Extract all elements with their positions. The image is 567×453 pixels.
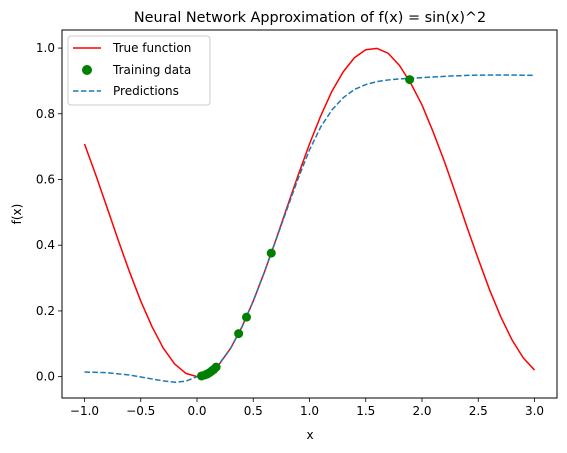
x-tick-label: 0.0 xyxy=(187,404,206,418)
legend: True function Training data Predictions xyxy=(67,35,211,106)
y-tick-label: 0.4 xyxy=(36,238,55,252)
legend-box xyxy=(67,35,211,106)
chart-title: Neural Network Approximation of f(x) = s… xyxy=(134,10,486,26)
x-axis: −1.0 −0.5 0.0 0.5 1.0 1.5 2.0 2.5 3.0 xyxy=(70,398,544,418)
y-tick-label: 0.6 xyxy=(36,173,55,187)
y-tick-label: 0.2 xyxy=(36,304,55,318)
legend-marker-training-data xyxy=(82,65,92,75)
x-tick-label: −1.0 xyxy=(70,404,99,418)
y-tick-label: 1.0 xyxy=(36,41,55,55)
training-data-point xyxy=(234,329,244,339)
y-tick-label: 0.0 xyxy=(36,370,55,384)
y-axis-label: f(x) xyxy=(10,204,24,225)
x-tick-label: 3.0 xyxy=(525,404,544,418)
series-line-predictions xyxy=(84,74,535,383)
x-tick-label: 1.5 xyxy=(356,404,375,418)
x-tick-label: 2.0 xyxy=(412,404,431,418)
legend-label-training-data: Training data xyxy=(112,63,191,77)
x-axis-label: x xyxy=(306,428,313,442)
legend-label-predictions: Predictions xyxy=(113,84,179,98)
training-data-point xyxy=(405,75,415,85)
x-tick-label: 2.5 xyxy=(469,404,488,418)
series-line-true-function xyxy=(83,47,536,378)
training-data-point xyxy=(266,248,276,258)
legend-label-true-function: True function xyxy=(112,41,191,55)
training-data-point xyxy=(211,362,221,372)
x-tick-label: 0.5 xyxy=(244,404,263,418)
x-tick-label: −0.5 xyxy=(126,404,155,418)
y-tick-label: 0.8 xyxy=(36,107,55,121)
training-data-point xyxy=(242,312,251,322)
plot-area xyxy=(83,47,536,383)
y-axis: 0.0 0.2 0.4 0.6 0.8 1.0 xyxy=(36,41,62,384)
x-tick-label: 1.0 xyxy=(300,404,319,418)
